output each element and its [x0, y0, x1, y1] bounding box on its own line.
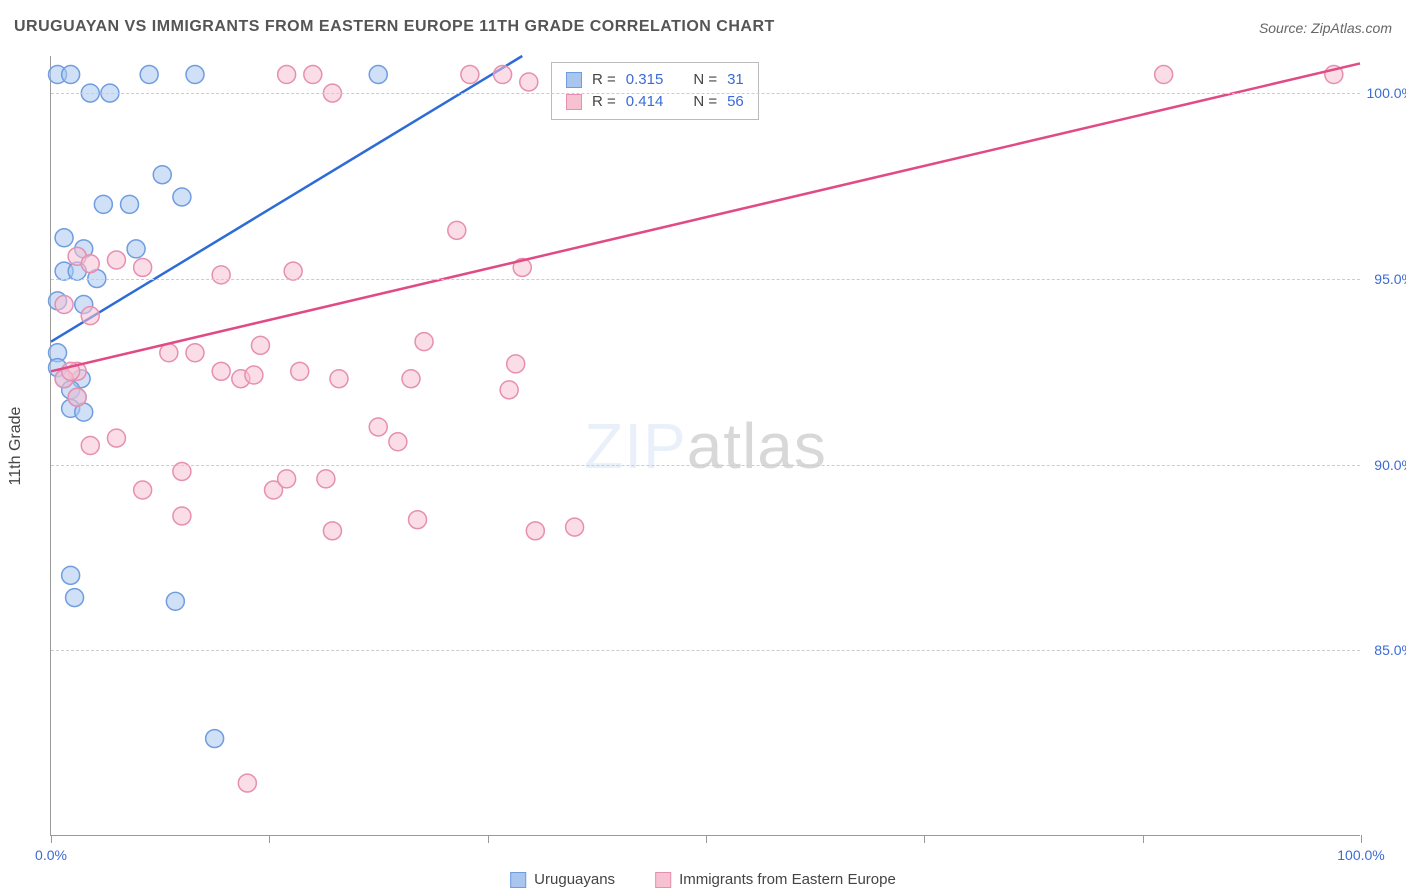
- data-point: [304, 66, 322, 84]
- data-point: [507, 355, 525, 373]
- data-point: [160, 344, 178, 362]
- y-axis-label: 11th Grade: [7, 407, 25, 486]
- y-tick-label: 95.0%: [1374, 271, 1406, 287]
- data-point: [68, 388, 86, 406]
- data-point: [238, 774, 256, 792]
- y-tick-label: 100.0%: [1367, 85, 1406, 101]
- data-point: [107, 251, 125, 269]
- x-tick-label: 100.0%: [1337, 847, 1384, 863]
- data-point: [94, 195, 112, 213]
- x-tick: [924, 835, 925, 843]
- y-tick-label: 85.0%: [1374, 642, 1406, 658]
- data-point: [134, 258, 152, 276]
- chart-container: URUGUAYAN VS IMMIGRANTS FROM EASTERN EUR…: [0, 0, 1406, 892]
- data-point: [140, 66, 158, 84]
- data-point: [494, 66, 512, 84]
- gridline: [51, 279, 1360, 280]
- data-point: [278, 470, 296, 488]
- data-point: [369, 66, 387, 84]
- data-point: [566, 518, 584, 536]
- data-point: [166, 592, 184, 610]
- bottom-legend: Uruguayans Immigrants from Eastern Europ…: [510, 871, 896, 888]
- data-point: [127, 240, 145, 258]
- data-point: [153, 166, 171, 184]
- data-point: [500, 381, 518, 399]
- data-point: [173, 507, 191, 525]
- data-point: [212, 362, 230, 380]
- swatch-icon: [655, 872, 671, 888]
- data-point: [107, 429, 125, 447]
- data-point: [317, 470, 335, 488]
- title-bar: URUGUAYAN VS IMMIGRANTS FROM EASTERN EUR…: [14, 18, 1392, 42]
- plot-area: ZIPatlas R = 0.315 N = 31 R = 0.414 N = …: [50, 56, 1360, 836]
- gridline: [51, 93, 1360, 94]
- r-label: R =: [592, 69, 616, 91]
- stats-row-1: R = 0.315 N = 31: [566, 69, 744, 91]
- stats-legend: R = 0.315 N = 31 R = 0.414 N = 56: [551, 62, 759, 120]
- x-tick: [1361, 835, 1362, 843]
- r-label: R =: [592, 91, 616, 113]
- data-point: [62, 566, 80, 584]
- data-point: [81, 437, 99, 455]
- legend-item-2: Immigrants from Eastern Europe: [655, 871, 896, 888]
- data-point: [402, 370, 420, 388]
- r-value-1: 0.315: [626, 69, 664, 91]
- x-tick: [488, 835, 489, 843]
- stats-row-2: R = 0.414 N = 56: [566, 91, 744, 113]
- legend-label-1: Uruguayans: [534, 871, 615, 888]
- data-point: [173, 188, 191, 206]
- n-value-2: 56: [727, 91, 744, 113]
- data-point: [212, 266, 230, 284]
- data-point: [245, 366, 263, 384]
- x-tick: [269, 835, 270, 843]
- r-value-2: 0.414: [626, 91, 664, 113]
- n-label: N =: [693, 91, 717, 113]
- x-tick-label: 0.0%: [35, 847, 67, 863]
- data-point: [369, 418, 387, 436]
- swatch-series-2: [566, 94, 582, 110]
- data-point: [251, 336, 269, 354]
- data-point: [291, 362, 309, 380]
- data-point: [415, 333, 433, 351]
- data-point: [461, 66, 479, 84]
- source-label: Source: ZipAtlas.com: [1259, 20, 1392, 36]
- data-point: [1155, 66, 1173, 84]
- swatch-series-1: [566, 72, 582, 88]
- legend-label-2: Immigrants from Eastern Europe: [679, 871, 896, 888]
- data-point: [448, 221, 466, 239]
- data-point: [66, 589, 84, 607]
- data-point: [409, 511, 427, 529]
- x-tick: [51, 835, 52, 843]
- data-point: [134, 481, 152, 499]
- chart-svg: [51, 56, 1360, 835]
- n-value-1: 31: [727, 69, 744, 91]
- x-tick: [1143, 835, 1144, 843]
- data-point: [526, 522, 544, 540]
- data-point: [81, 307, 99, 325]
- gridline: [51, 650, 1360, 651]
- data-point: [323, 522, 341, 540]
- swatch-icon: [510, 872, 526, 888]
- data-point: [121, 195, 139, 213]
- data-point: [55, 296, 73, 314]
- data-point: [186, 344, 204, 362]
- legend-item-1: Uruguayans: [510, 871, 615, 888]
- y-tick-label: 90.0%: [1374, 457, 1406, 473]
- x-tick: [706, 835, 707, 843]
- data-point: [186, 66, 204, 84]
- data-point: [81, 255, 99, 273]
- data-point: [55, 229, 73, 247]
- gridline: [51, 465, 1360, 466]
- data-point: [278, 66, 296, 84]
- data-point: [284, 262, 302, 280]
- data-point: [389, 433, 407, 451]
- data-point: [62, 66, 80, 84]
- data-point: [520, 73, 538, 91]
- data-point: [330, 370, 348, 388]
- n-label: N =: [693, 69, 717, 91]
- chart-title: URUGUAYAN VS IMMIGRANTS FROM EASTERN EUR…: [14, 18, 775, 35]
- data-point: [206, 730, 224, 748]
